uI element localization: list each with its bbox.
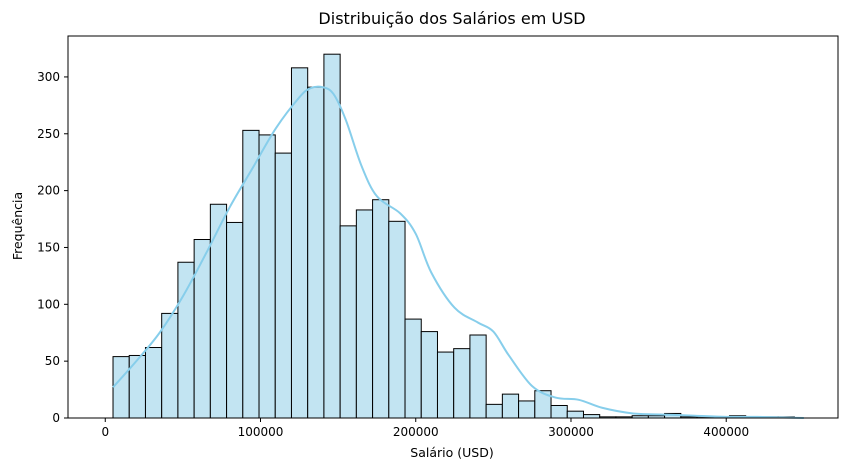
histogram-bar <box>258 134 276 419</box>
histogram-bar <box>323 53 341 419</box>
histogram-bar <box>388 220 406 419</box>
histogram-bar <box>161 312 179 419</box>
histogram-bar <box>501 393 520 419</box>
histogram-bar <box>242 129 260 419</box>
y-tick-label: 250 <box>37 127 60 141</box>
histogram-bar <box>177 261 195 419</box>
y-tick-label: 200 <box>37 184 60 198</box>
histogram-bar <box>144 347 163 419</box>
histogram-bar <box>420 331 438 419</box>
kde-curve <box>112 85 804 419</box>
histogram-bar <box>453 348 471 419</box>
y-tick-label: 300 <box>37 70 60 84</box>
plot-area: 0 100000 200000 300000 400000 0 50 100 150 200 25… <box>37 35 839 439</box>
x-axis-label: Salário (USD) <box>410 445 493 460</box>
y-tick-label: 100 <box>37 297 60 311</box>
y-axis-label: Frequência <box>10 192 25 260</box>
histogram-bar <box>193 239 211 419</box>
x-axis-ticks: 0 100000 200000 300000 400000 <box>101 418 749 439</box>
histogram-bar <box>128 354 146 419</box>
histogram-bar <box>550 404 568 419</box>
histogram-bar <box>469 334 487 419</box>
x-tick-label: 200000 <box>393 425 439 439</box>
histogram-bar <box>290 67 309 419</box>
plot-frame <box>67 35 839 419</box>
histogram-bar <box>518 400 536 419</box>
x-tick-label: 400000 <box>703 425 749 439</box>
x-tick-label: 0 <box>101 425 109 439</box>
histogram-bar <box>355 209 374 419</box>
y-tick-label: 0 <box>52 411 60 425</box>
histogram-bar <box>404 318 422 419</box>
histogram-bar <box>112 356 130 419</box>
histogram-bar <box>307 86 325 419</box>
histogram-bar <box>485 403 503 419</box>
histogram-bar <box>436 351 455 419</box>
histogram-bar <box>274 152 292 419</box>
histogram-bar <box>339 225 357 419</box>
chart-title: Distribuição dos Salários em USD <box>318 9 585 28</box>
histogram-bar <box>209 203 228 419</box>
histogram-bar <box>582 414 601 419</box>
y-axis-ticks: 0 50 100 150 200 250 300 <box>37 70 68 425</box>
histogram-bar <box>226 221 244 419</box>
y-tick-label: 50 <box>45 354 60 368</box>
histogram-bar <box>566 410 584 419</box>
x-tick-label: 100000 <box>238 425 284 439</box>
x-tick-label: 300000 <box>548 425 594 439</box>
y-tick-label: 150 <box>37 240 60 254</box>
histogram-bar <box>372 199 390 419</box>
